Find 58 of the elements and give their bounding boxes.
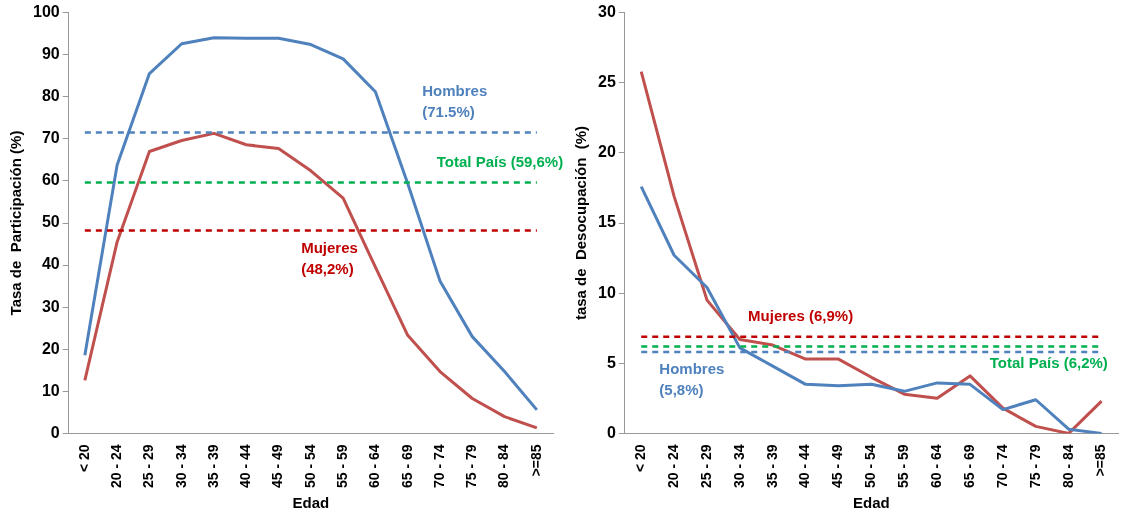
x-tick-label: 60 - 64: [366, 444, 383, 489]
ref-line-label: Hombres (71.5%): [422, 81, 488, 120]
x-tick-label: 80 - 84: [495, 444, 512, 489]
y-tick-label: 30: [598, 3, 616, 21]
x-tick-label: 35 - 39: [763, 444, 780, 489]
x-axis-title: Edad: [853, 494, 890, 512]
x-tick-label: 55 - 59: [895, 444, 912, 489]
x-tick-label: 75 - 79: [1026, 444, 1043, 489]
x-tick-label: 45 - 49: [829, 444, 846, 489]
y-tick-label: 100: [32, 3, 60, 21]
ref-line-label: Total País (6,2%): [989, 354, 1108, 372]
x-tick-label: 50 - 54: [301, 444, 318, 489]
x-tick-label: 25 - 29: [140, 444, 157, 489]
x-tick-label: 55 - 59: [333, 444, 350, 489]
x-tick-label: 65 - 69: [398, 444, 415, 489]
x-tick-label: 20 - 24: [107, 444, 124, 489]
y-tick-label: 20: [41, 339, 60, 357]
y-tick-label: 30: [41, 297, 60, 315]
x-tick-label: 40 - 44: [796, 444, 813, 489]
ref-line-label: Mujeres (6,9%): [748, 306, 854, 324]
x-tick-label: 40 - 44: [237, 444, 254, 489]
y-tick-label: 80: [41, 87, 60, 105]
x-tick-label: 60 - 64: [928, 444, 945, 489]
y-tick-label: 0: [606, 423, 616, 441]
y-tick-label: 0: [50, 423, 60, 441]
y-tick-label: 15: [598, 213, 616, 231]
x-tick-label: 35 - 39: [204, 444, 221, 489]
x-tick-label: < 20: [75, 444, 92, 473]
y-axis-title: Tasa de Participación (%): [7, 130, 25, 316]
ref-line-label: Total País (59,6%): [436, 152, 564, 170]
y-tick-label: 60: [41, 171, 60, 189]
x-tick-label: 30 - 34: [172, 444, 189, 489]
x-tick-label: 75 - 79: [463, 444, 480, 489]
x-tick-label: 80 - 84: [1059, 444, 1076, 489]
y-tick-label: 10: [41, 381, 60, 399]
x-tick-label: 50 - 54: [862, 444, 879, 489]
x-tick-label: 70 - 74: [430, 444, 447, 489]
x-axis-title: Edad: [292, 494, 330, 512]
x-tick-label: < 20: [632, 444, 649, 473]
y-axis-title: tasa de Desocupación (%): [572, 125, 590, 321]
x-tick-label: >=85: [1092, 444, 1109, 477]
x-tick-label: 65 - 69: [960, 444, 977, 489]
y-tick-label: 20: [598, 143, 616, 161]
ref-line-label: Mujeres (48,2%): [301, 238, 358, 277]
y-tick-label: 50: [41, 213, 60, 231]
x-tick-label: 25 - 29: [697, 444, 714, 489]
x-tick-label: 45 - 49: [269, 444, 286, 489]
y-tick-label: 10: [598, 283, 616, 301]
y-tick-label: 40: [41, 255, 60, 273]
x-tick-label: 30 - 34: [730, 444, 747, 489]
y-tick-label: 5: [606, 353, 616, 371]
x-tick-label: 20 - 24: [664, 444, 681, 489]
x-tick-label: 70 - 74: [993, 444, 1010, 489]
x-tick-label: >=85: [527, 444, 544, 477]
y-tick-label: 25: [598, 73, 616, 91]
y-tick-label: 70: [41, 129, 60, 147]
y-tick-label: 90: [41, 45, 60, 63]
ref-line-label: Hombres (5,8%): [659, 360, 725, 399]
